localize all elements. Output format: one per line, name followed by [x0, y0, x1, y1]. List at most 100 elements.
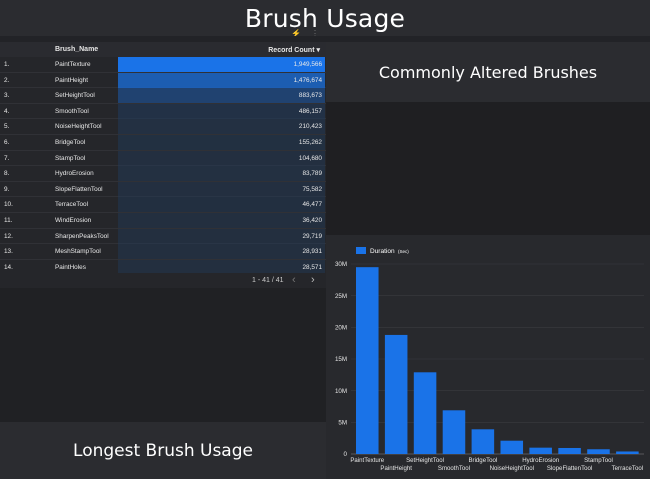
- x-tick-label: NoiseHeightTool: [490, 465, 534, 472]
- row-value-bar: [118, 72, 325, 88]
- table-row[interactable]: 9. SlopeFlattenTool 75,582: [0, 181, 326, 198]
- table-row[interactable]: 8. HydroErosion 83,789: [0, 166, 326, 182]
- row-index: 4.: [4, 107, 10, 115]
- sort-desc-icon[interactable]: ▾: [316, 47, 320, 54]
- row-value-bar: [118, 135, 325, 150]
- row-value-bar: [118, 213, 325, 228]
- row-index: 2.: [4, 76, 10, 84]
- row-brush-name: HydroErosion: [55, 170, 94, 178]
- bar-smoothtool[interactable]: [442, 410, 466, 454]
- duration-chart-panel: Duration (Sec) 0 5M 10M 15M 20M 25M 30M PaintText…: [326, 235, 650, 479]
- row-record-count: 486,157: [298, 107, 322, 115]
- x-tick-label: PaintTexture: [350, 457, 384, 464]
- row-record-count: 104,680: [298, 154, 322, 162]
- x-tick-label: BridgeTool: [468, 457, 497, 464]
- row-record-count: 36,420: [302, 217, 322, 224]
- row-brush-name: TerraceTool: [55, 201, 89, 209]
- row-brush-name: MeshStampTool: [55, 248, 101, 256]
- bar-paintheight[interactable]: [384, 334, 408, 454]
- column-header-record-count[interactable]: Record Count ▾: [268, 46, 320, 54]
- table-row[interactable]: 10. TerraceTool 46,477: [0, 197, 326, 214]
- row-brush-name: NoiseHeightTool: [55, 123, 102, 131]
- row-index: 11.: [4, 217, 13, 224]
- y-tick-label: 5M: [338, 420, 347, 427]
- row-index: 3.: [4, 92, 10, 100]
- row-value-bar: [118, 150, 325, 166]
- common-brushes-panel: Commonly Altered Brushes: [326, 42, 650, 102]
- table-row[interactable]: 2. PaintHeight 1,476,674: [0, 72, 326, 89]
- x-tick-label: SmoothTool: [438, 465, 470, 472]
- longest-usage-panel: Longest Brush Usage: [0, 422, 326, 479]
- record-count-label: Record Count: [268, 47, 315, 54]
- table-row[interactable]: 11. WindErosion 36,420: [0, 213, 326, 229]
- row-brush-name: SmoothTool: [55, 107, 89, 115]
- table-row[interactable]: 12. SharpenPeaksTool 29,719: [0, 228, 326, 245]
- y-tick-label: 20M: [335, 325, 347, 332]
- row-brush-name: SlopeFlattenTool: [55, 185, 103, 193]
- row-value-bar: [118, 244, 325, 260]
- row-brush-name: StampTool: [55, 154, 86, 162]
- row-record-count: 46,477: [302, 201, 322, 209]
- bar-bridgetool[interactable]: [471, 429, 495, 454]
- row-index: 8.: [4, 170, 10, 178]
- more-options-icon[interactable]: ⋮: [310, 29, 319, 38]
- table-row[interactable]: 5. NoiseHeightTool 210,423: [0, 119, 326, 136]
- table-pagination: 1 - 41 / 41 ‹ ›: [0, 273, 326, 288]
- row-record-count: 28,931: [302, 248, 322, 256]
- row-value-bar: [118, 88, 325, 104]
- table-row[interactable]: 7. StampTool 104,680: [0, 150, 326, 167]
- row-index: 12.: [4, 232, 13, 240]
- pagination-range: 1 - 41 / 41: [252, 277, 284, 284]
- row-index: 7.: [4, 154, 10, 162]
- row-value-bar: [118, 166, 325, 182]
- x-tick-label: StampTool: [584, 457, 613, 464]
- y-tick-label: 0: [344, 451, 348, 458]
- bar-painttexture[interactable]: [356, 267, 379, 454]
- table-row[interactable]: 14. PaintHoles 28,571: [0, 259, 326, 273]
- row-value-bar: [118, 228, 325, 244]
- table-row[interactable]: 13. MeshStampTool 28,931: [0, 244, 326, 260]
- y-tick-label: 25M: [335, 293, 347, 300]
- column-header-brush-name[interactable]: Brush_Name: [55, 46, 99, 53]
- row-brush-name: BridgeTool: [55, 139, 86, 146]
- bar-hydroerosion[interactable]: [529, 447, 552, 454]
- dashboard-header: Brush Usage: [0, 0, 650, 36]
- row-record-count: 29,719: [302, 232, 322, 240]
- x-tick-label: HydroErosion: [522, 457, 559, 464]
- row-index: 13.: [4, 248, 13, 256]
- row-brush-name: PaintTexture: [55, 61, 91, 68]
- row-record-count: 1,476,674: [293, 76, 322, 84]
- row-index: 1.: [4, 61, 10, 68]
- row-brush-name: PaintHeight: [55, 76, 89, 84]
- table-row[interactable]: 6. BridgeTool 155,262: [0, 135, 326, 151]
- bar-noiseheighttool[interactable]: [500, 440, 524, 454]
- row-brush-name: SetHeightTool: [55, 92, 95, 100]
- chart-toolbar: ⚡ ⋮: [291, 29, 319, 38]
- right-empty-area: [326, 102, 650, 235]
- next-page-icon[interactable]: ›: [311, 274, 315, 286]
- prev-page-icon[interactable]: ‹: [292, 274, 296, 286]
- row-index: 9.: [4, 185, 10, 193]
- row-brush-name: SharpenPeaksTool: [55, 232, 109, 240]
- table-row[interactable]: 1. PaintTexture 1,949,566: [0, 57, 326, 73]
- row-value-bar: [118, 103, 325, 119]
- row-index: 5.: [4, 123, 10, 131]
- bar-setheighttool[interactable]: [413, 372, 437, 454]
- y-tick-label: 15M: [335, 356, 347, 363]
- row-brush-name: WindErosion: [55, 217, 92, 224]
- legend-label: Duration: [370, 248, 395, 255]
- table-row[interactable]: 4. SmoothTool 486,157: [0, 103, 326, 120]
- bolt-icon[interactable]: ⚡: [291, 29, 301, 38]
- row-record-count: 883,673: [298, 92, 322, 100]
- table-row[interactable]: 3. SetHeightTool 883,673: [0, 88, 326, 104]
- row-record-count: 28,571: [302, 263, 322, 271]
- y-tick-label: 30M: [335, 261, 347, 268]
- longest-usage-title: Longest Brush Usage: [73, 440, 253, 461]
- x-tick-label: SetHeightTool: [406, 457, 444, 464]
- bar-stamptool[interactable]: [587, 449, 610, 454]
- row-value-bar: [118, 259, 325, 273]
- bar-slopeflattentool[interactable]: [558, 447, 581, 454]
- bar-terracetool[interactable]: [616, 451, 639, 454]
- legend-swatch: [356, 247, 366, 254]
- row-value-bar: [118, 197, 325, 213]
